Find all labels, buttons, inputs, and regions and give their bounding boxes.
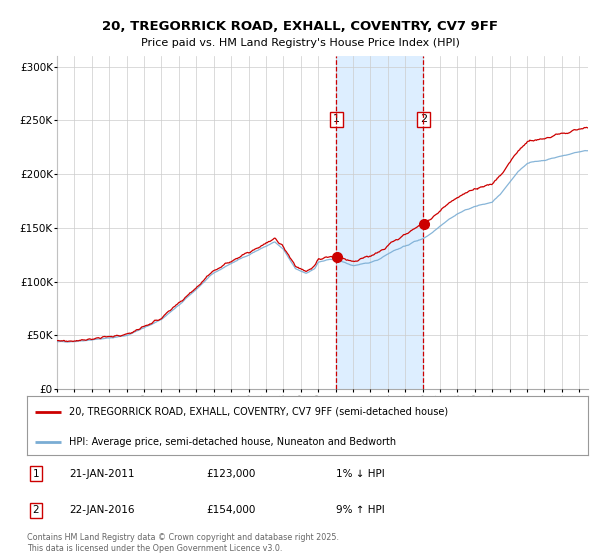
Text: £123,000: £123,000: [206, 469, 256, 479]
Text: 20, TREGORRICK ROAD, EXHALL, COVENTRY, CV7 9FF: 20, TREGORRICK ROAD, EXHALL, COVENTRY, C…: [102, 20, 498, 32]
Text: 9% ↑ HPI: 9% ↑ HPI: [335, 505, 385, 515]
Bar: [337, 56, 424, 389]
Text: HPI: Average price, semi-detached house, Nuneaton and Bedworth: HPI: Average price, semi-detached house,…: [69, 437, 396, 447]
Text: 1% ↓ HPI: 1% ↓ HPI: [335, 469, 385, 479]
Text: £154,000: £154,000: [206, 505, 256, 515]
Text: 2: 2: [420, 114, 427, 124]
Text: 1: 1: [32, 469, 39, 479]
Text: 2: 2: [32, 505, 39, 515]
Text: 20, TREGORRICK ROAD, EXHALL, COVENTRY, CV7 9FF (semi-detached house): 20, TREGORRICK ROAD, EXHALL, COVENTRY, C…: [69, 407, 448, 417]
Text: 1: 1: [333, 114, 340, 124]
Text: Contains HM Land Registry data © Crown copyright and database right 2025.
This d: Contains HM Land Registry data © Crown c…: [27, 533, 339, 553]
Text: 22-JAN-2016: 22-JAN-2016: [69, 505, 134, 515]
Text: 21-JAN-2011: 21-JAN-2011: [69, 469, 134, 479]
Text: Price paid vs. HM Land Registry's House Price Index (HPI): Price paid vs. HM Land Registry's House …: [140, 38, 460, 48]
